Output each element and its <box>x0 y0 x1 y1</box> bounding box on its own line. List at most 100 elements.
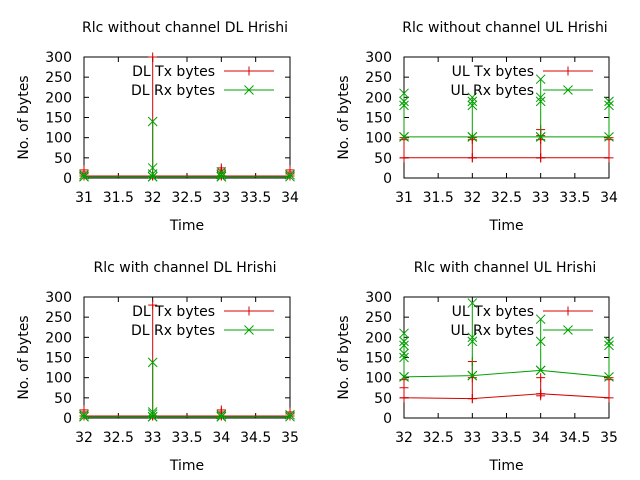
data-point <box>399 340 409 351</box>
series-tx <box>399 357 614 404</box>
legend-label: UL Rx bytes <box>450 323 534 339</box>
data-point <box>535 365 546 376</box>
series-rx <box>399 74 614 142</box>
legend-marker <box>563 306 573 316</box>
data-point <box>399 132 409 142</box>
data-point <box>399 96 409 107</box>
data-point <box>147 407 158 417</box>
data-point <box>399 336 409 347</box>
y-tick-label: 50 <box>374 391 392 407</box>
y-tick-label: 100 <box>45 131 72 147</box>
data-point <box>535 132 546 142</box>
data-point <box>399 383 409 393</box>
x-tick-label: 33.5 <box>240 190 271 206</box>
legend-marker <box>563 325 573 335</box>
legend-marker <box>244 306 254 316</box>
data-point <box>399 88 409 99</box>
data-point <box>467 394 477 404</box>
data-point <box>535 314 546 325</box>
y-tick-label: 250 <box>365 310 392 326</box>
chart-panel-4: Rlc with channel UL Hrishi No. of bytes Ti… <box>336 260 618 474</box>
legend-label: UL Rx bytes <box>450 83 534 99</box>
data-point <box>535 96 546 107</box>
y-tick-label: 300 <box>365 290 392 306</box>
legend-entry: DL Tx bytes <box>132 304 274 320</box>
legend-entry: DL Tx bytes <box>132 64 274 80</box>
data-point <box>399 153 409 163</box>
data-point <box>467 332 478 343</box>
series-line <box>403 79 610 138</box>
data-point <box>216 163 226 173</box>
y-axis-label: No. of bytes <box>16 75 32 159</box>
legend-entry: DL Rx bytes <box>131 83 274 99</box>
legend-entry: UL Tx bytes <box>452 64 593 80</box>
x-tick-label: 33 <box>532 190 550 206</box>
x-tick-label: 31.5 <box>423 190 454 206</box>
data-point <box>285 411 295 422</box>
data-point <box>604 372 614 382</box>
x-tick-label: 34 <box>212 430 230 446</box>
series-line <box>403 361 610 400</box>
x-tick-label: 32 <box>463 190 481 206</box>
data-point <box>399 328 409 339</box>
y-axis-label: No. of bytes <box>16 315 32 399</box>
data-point <box>536 373 546 383</box>
x-axis-label: Time <box>488 218 523 234</box>
y-tick-label: 0 <box>383 411 392 427</box>
data-point <box>285 165 295 175</box>
y-tick-label: 250 <box>45 310 72 326</box>
x-tick-label: 34.5 <box>240 430 271 446</box>
y-axis-label: No. of bytes <box>336 75 352 159</box>
series-line <box>83 362 291 418</box>
charts-group: Rlc without channel DL Hrishi No. of byte… <box>16 20 618 474</box>
y-axis-label: No. of bytes <box>336 315 352 399</box>
x-tick-label: 32.5 <box>103 430 134 446</box>
y-tick-label: 200 <box>45 90 72 106</box>
y-tick-label: 250 <box>45 70 72 86</box>
legend-label: DL Rx bytes <box>131 323 215 339</box>
legend-label: DL Rx bytes <box>131 83 215 99</box>
x-tick-label: 35 <box>281 430 299 446</box>
data-point <box>79 409 89 420</box>
chart-title: Rlc without channel DL Hrishi <box>82 20 288 36</box>
data-point <box>147 409 158 419</box>
data-point <box>536 153 546 163</box>
y-tick-label: 50 <box>54 391 72 407</box>
series-line <box>83 121 291 178</box>
data-point <box>148 300 158 310</box>
y-tick-label: 0 <box>63 411 72 427</box>
data-point <box>535 74 546 85</box>
x-axis-label: Time <box>169 458 204 474</box>
data-point <box>216 171 227 182</box>
data-point <box>467 153 477 163</box>
data-point <box>147 171 158 182</box>
x-tick-label: 32 <box>395 430 413 446</box>
data-point <box>604 96 614 107</box>
data-point <box>147 411 158 422</box>
data-point <box>604 153 614 163</box>
y-tick-label: 100 <box>45 371 72 387</box>
y-tick-label: 0 <box>383 171 392 187</box>
legend-label: DL Tx bytes <box>132 304 215 320</box>
y-tick-label: 100 <box>365 131 392 147</box>
data-point <box>467 298 478 308</box>
data-point <box>467 100 478 111</box>
chart-panel-3: Rlc with channel DL Hrishi No. of bytes Ti… <box>16 260 299 474</box>
x-tick-label: 32 <box>75 430 93 446</box>
data-point <box>285 169 295 180</box>
legend-entry: UL Tx bytes <box>452 304 593 320</box>
data-point <box>399 100 409 111</box>
x-axis-label: Time <box>169 218 204 234</box>
x-tick-label: 33.5 <box>491 430 522 446</box>
x-tick-label: 33.5 <box>559 190 590 206</box>
x-tick-label: 32.5 <box>491 190 522 206</box>
y-tick-label: 300 <box>45 50 72 66</box>
data-point <box>604 340 614 351</box>
y-tick-label: 150 <box>365 351 392 367</box>
data-point <box>399 393 409 403</box>
x-tick-label: 34 <box>281 190 299 206</box>
data-point <box>604 100 614 111</box>
data-point <box>216 409 227 420</box>
data-point <box>604 393 614 403</box>
